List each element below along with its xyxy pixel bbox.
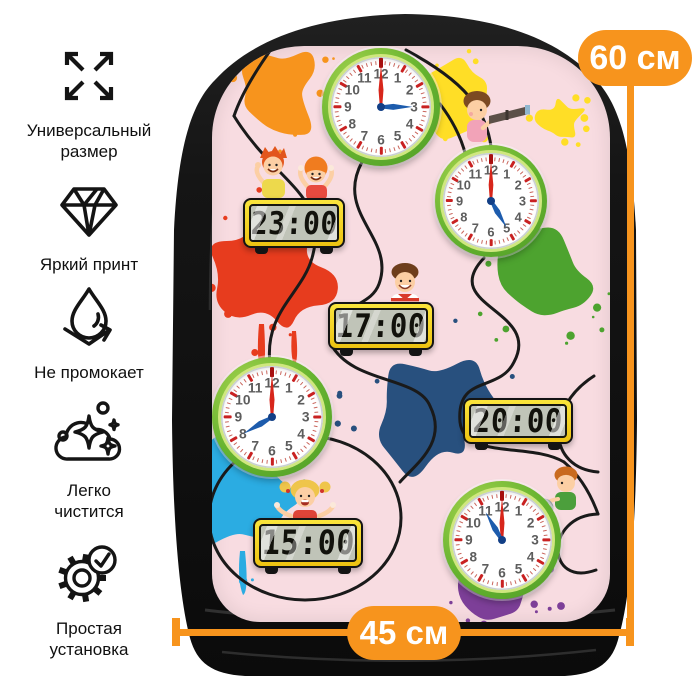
boy-and-girl-waving <box>254 146 334 200</box>
digital-clock-15-00: 15:00 <box>253 518 363 574</box>
feature-text: Легко <box>67 481 111 500</box>
girl-with-telescope <box>463 91 530 142</box>
digital-clock-23-00: 23:00 <box>243 198 345 254</box>
feature-label: Легко чистится <box>54 480 123 523</box>
paint-splatter-yellow-2 <box>525 94 591 147</box>
diamond-icon <box>60 187 118 237</box>
seat-base-seam-2 <box>221 648 597 662</box>
digital-clock-20-00: 20:00 <box>463 398 573 450</box>
lcd-time: 23:00 <box>249 204 339 242</box>
digital-clock-17-00: 17:00 <box>328 302 434 356</box>
waterproof-drop-icon <box>63 287 112 346</box>
feature-label: Универсальный размер <box>27 120 152 163</box>
lcd-screen: 23:00 <box>249 204 339 242</box>
feature-waterproof: Не промокает <box>0 280 178 383</box>
feature-text: Простая <box>56 619 122 638</box>
feature-text: Яркий принт <box>39 255 139 274</box>
feature-text: чистится <box>54 502 124 522</box>
feature-text: Универсальный <box>26 121 152 140</box>
feature-easy-clean: Легко чистится <box>0 396 178 523</box>
lcd-time: 17:00 <box>335 308 427 344</box>
feature-easy-install: Простая установка <box>0 536 178 661</box>
expand-arrows-icon <box>64 51 114 101</box>
feature-bright-print: Яркий принт <box>0 174 178 275</box>
feature-label: Не промокает <box>34 362 144 383</box>
lcd-screen: 17:00 <box>334 308 428 344</box>
feature-label: Яркий принт <box>40 254 138 275</box>
feature-text: Не промокает <box>34 363 144 382</box>
sparkle-clean-icon <box>54 401 122 461</box>
feature-label: Простая установка <box>50 618 129 661</box>
lcd-time: 15:00 <box>260 524 356 562</box>
lcd-screen: 15:00 <box>259 524 357 562</box>
paint-splatter-orange <box>220 51 335 154</box>
gear-check-icon <box>58 545 117 603</box>
feature-text: размер <box>60 142 118 162</box>
feature-universal-size: Универсальный размер <box>0 40 178 163</box>
lcd-screen: 20:00 <box>469 404 567 438</box>
feature-text: установка <box>49 640 129 660</box>
lcd-time: 20:00 <box>472 404 564 438</box>
